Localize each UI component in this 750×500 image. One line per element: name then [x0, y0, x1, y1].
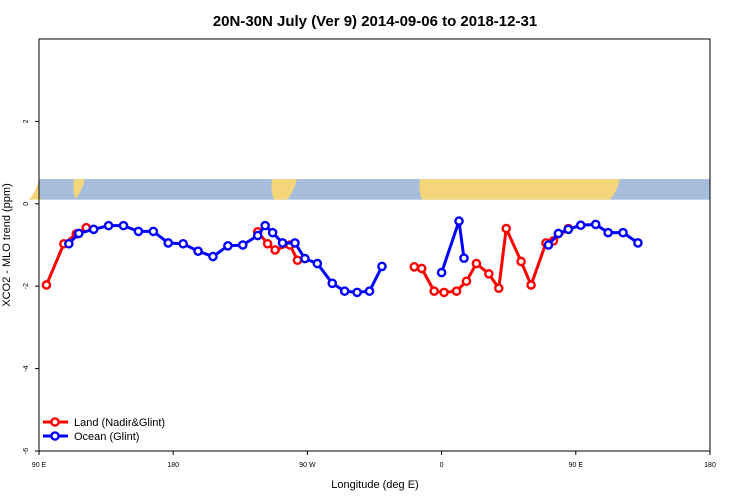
data-point — [178, 238, 188, 249]
x-tick-label: 90 E — [569, 462, 584, 469]
y-tick-label: -6 — [23, 448, 30, 454]
chart-title: 20N-30N July (Ver 9) 2014-09-06 to 2018-… — [213, 13, 537, 30]
data-point — [493, 283, 504, 294]
y-tick-label: -2 — [23, 283, 30, 289]
data-point — [339, 286, 350, 296]
y-tick-label: 2 — [23, 119, 30, 123]
data-point — [118, 220, 129, 231]
data-point — [193, 246, 203, 256]
x-axis-label: Longitude (deg E) — [331, 479, 418, 491]
legend-item: Land (Nadir&Glint) — [43, 417, 165, 429]
series-layer — [41, 216, 643, 298]
data-point — [267, 227, 278, 238]
data-point — [103, 220, 114, 231]
legend-item: Ocean (Glint) — [43, 431, 139, 443]
data-point — [563, 224, 574, 235]
data-point — [252, 230, 263, 241]
data-point — [501, 223, 512, 234]
legend-marker — [50, 417, 60, 427]
data-point — [633, 238, 643, 248]
data-point — [439, 287, 449, 298]
x-tick-label: 0 — [440, 462, 444, 469]
data-point — [553, 228, 564, 239]
land-mass — [419, 179, 620, 200]
data-point — [364, 286, 375, 296]
data-point — [454, 216, 464, 226]
data-point — [516, 256, 526, 267]
data-point — [292, 255, 303, 266]
x-tick-label: 180 — [167, 462, 179, 469]
data-point — [429, 286, 439, 296]
data-point — [327, 278, 338, 289]
data-point — [377, 261, 387, 272]
data-point — [223, 241, 233, 251]
data-point — [312, 258, 323, 269]
data-point — [436, 267, 447, 278]
background-map-strip — [29, 179, 710, 200]
land-mass — [73, 179, 85, 200]
data-point — [451, 286, 462, 296]
series-0 — [41, 222, 574, 298]
data-point — [575, 220, 586, 231]
data-point — [543, 240, 554, 250]
x-tick-label: 90 E — [32, 462, 47, 469]
plot-frame — [38, 38, 711, 452]
data-point — [290, 238, 300, 248]
data-point — [277, 238, 288, 248]
x-axis: 90 E 180 90 W 0 90 E 180 — [32, 451, 716, 469]
data-point — [300, 253, 310, 264]
y-tick-label: 0 — [23, 202, 30, 206]
x-tick-label: 180 — [704, 462, 716, 469]
legend-label: Land (Nadir&Glint) — [74, 417, 165, 429]
data-point — [409, 262, 420, 272]
legend-label: Ocean (Glint) — [74, 431, 139, 443]
y-tick-label: -4 — [23, 365, 30, 371]
y-axis: -6 -4 -2 0 2 — [23, 119, 39, 454]
series-line — [413, 227, 570, 294]
data-point — [64, 238, 74, 249]
land-mass — [547, 182, 553, 189]
land-mass — [271, 179, 297, 200]
data-point — [163, 238, 174, 248]
land-mass — [500, 181, 508, 189]
data-point — [352, 287, 362, 298]
data-point — [88, 224, 99, 235]
data-point — [461, 276, 472, 287]
data-point — [618, 227, 628, 238]
data-point — [603, 227, 613, 238]
data-point — [416, 263, 427, 274]
y-axis-label: XCO2 - MLO trend (ppm) — [1, 183, 13, 306]
data-point — [262, 238, 273, 249]
data-point — [133, 226, 144, 237]
series-line — [440, 219, 466, 274]
legend: Land (Nadir&Glint) Ocean (Glint) — [43, 417, 165, 443]
data-point — [471, 258, 482, 269]
data-point — [459, 253, 469, 263]
data-point — [484, 269, 494, 279]
data-point — [73, 228, 84, 239]
data-point — [41, 280, 52, 290]
data-point — [526, 280, 536, 290]
series-1 — [64, 216, 643, 298]
data-point — [270, 245, 280, 255]
data-point — [148, 226, 159, 237]
data-point — [260, 220, 270, 231]
land-mass — [29, 179, 41, 200]
data-point — [590, 219, 601, 230]
data-point — [208, 251, 218, 262]
data-point — [237, 240, 248, 250]
legend-marker — [50, 431, 60, 441]
x-tick-label: 90 W — [299, 462, 316, 469]
